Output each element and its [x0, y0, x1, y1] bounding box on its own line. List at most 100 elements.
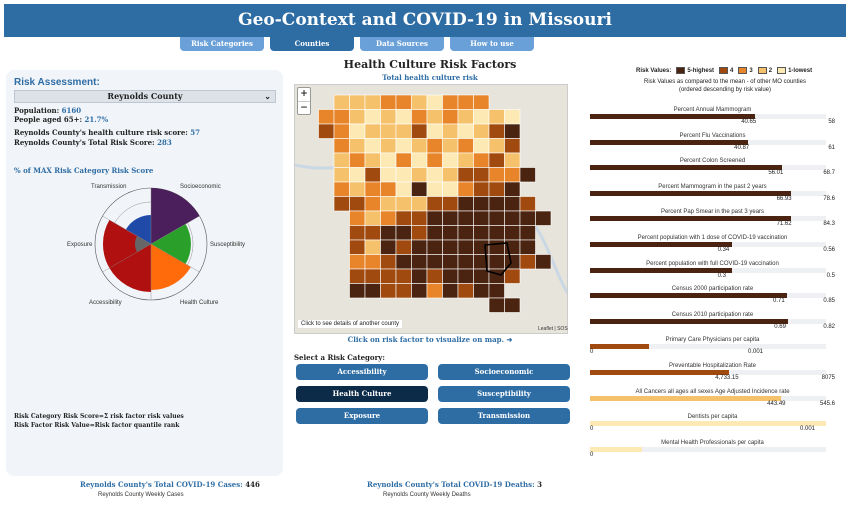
county-shape[interactable] [349, 225, 366, 241]
county-shape[interactable] [442, 268, 459, 284]
county-shape[interactable] [411, 94, 428, 110]
county-shape[interactable] [411, 210, 428, 226]
county-shape[interactable] [504, 268, 521, 284]
county-shape[interactable] [395, 225, 412, 241]
county-shape[interactable] [411, 254, 428, 270]
risk-factor-bar[interactable] [590, 395, 782, 401]
county-shape[interactable] [380, 196, 397, 212]
county-shape[interactable] [504, 123, 521, 139]
risk-factor-row[interactable]: Census 2000 participation rate 0.71 0.85 [590, 286, 835, 305]
county-shape[interactable] [504, 167, 521, 183]
county-shape[interactable] [473, 196, 490, 212]
county-shape[interactable] [473, 283, 490, 299]
tab-data-sources[interactable]: Data Sources [360, 37, 444, 51]
county-shape[interactable] [380, 109, 397, 125]
county-shape[interactable] [426, 283, 443, 299]
county-shape[interactable] [488, 225, 505, 241]
county-shape[interactable] [349, 254, 366, 270]
county-shape[interactable] [349, 167, 366, 183]
risk-factor-row[interactable]: Percent Mammogram in the past 2 years 66.… [590, 184, 835, 203]
county-shape[interactable] [411, 268, 428, 284]
county-shape[interactable] [488, 297, 505, 313]
county-shape[interactable] [411, 283, 428, 299]
county-shape[interactable] [457, 109, 474, 125]
county-shape[interactable] [488, 239, 505, 255]
risk-factor-row[interactable]: Preventable Hospitalization Rate 4,733.15… [590, 363, 835, 382]
risk-factor-bar[interactable] [590, 242, 732, 247]
county-shape[interactable] [395, 210, 412, 226]
county-shape[interactable] [411, 109, 428, 125]
risk-factor-bar[interactable] [590, 114, 756, 119]
risk-factor-bar[interactable] [590, 165, 783, 171]
county-shape[interactable] [426, 196, 443, 212]
county-shape[interactable] [349, 109, 366, 125]
county-shape[interactable] [380, 152, 397, 168]
county-shape[interactable] [349, 196, 366, 212]
risk-factor-bar[interactable] [590, 446, 642, 452]
county-shape[interactable] [473, 210, 490, 226]
county-shape[interactable] [364, 254, 381, 270]
risk-factor-row[interactable]: Percent Pap Smear in the past 3 years 71.… [590, 209, 835, 228]
county-shape[interactable] [442, 225, 459, 241]
county-shape[interactable] [473, 167, 490, 183]
county-shape[interactable] [442, 283, 459, 299]
county-shape[interactable] [395, 181, 412, 197]
risk-factor-bar[interactable] [590, 190, 791, 196]
county-shape[interactable] [349, 283, 366, 299]
risk-factor-bar[interactable] [590, 139, 749, 145]
county-shape[interactable] [395, 196, 412, 212]
county-shape[interactable] [333, 181, 350, 197]
county-shape[interactable] [364, 123, 381, 139]
county-shape[interactable] [457, 225, 474, 241]
county-shape[interactable] [519, 167, 536, 183]
county-shape[interactable] [442, 152, 459, 168]
category-exposure-button[interactable]: Exposure [296, 408, 428, 424]
county-shape[interactable] [349, 123, 366, 139]
county-shape[interactable] [426, 254, 443, 270]
county-shape[interactable] [426, 239, 443, 255]
county-shape[interactable] [333, 152, 350, 168]
county-shape[interactable] [333, 138, 350, 154]
category-health-culture-button[interactable]: Health Culture [296, 386, 428, 402]
county-shape[interactable] [473, 225, 490, 241]
choropleth-map[interactable] [294, 84, 568, 334]
county-shape[interactable] [488, 210, 505, 226]
category-susceptibility-button[interactable]: Susceptibility [438, 386, 570, 402]
county-shape[interactable] [349, 268, 366, 284]
county-shape[interactable] [426, 225, 443, 241]
county-shape[interactable] [488, 196, 505, 212]
county-shape[interactable] [411, 239, 428, 255]
tab-risk-categories[interactable]: Risk Categories [180, 37, 264, 51]
county-shape[interactable] [426, 181, 443, 197]
county-shape[interactable] [488, 138, 505, 154]
county-shape[interactable] [504, 181, 521, 197]
county-shape[interactable] [457, 210, 474, 226]
risk-factor-row[interactable]: Percent Flu Vaccinations 40.87 61 [590, 133, 835, 152]
risk-factor-bar[interactable] [590, 318, 789, 324]
county-shape[interactable] [364, 210, 381, 226]
county-shape[interactable] [488, 254, 505, 270]
county-shape[interactable] [333, 167, 350, 183]
county-shape[interactable] [333, 123, 350, 139]
county-shape[interactable] [519, 210, 536, 226]
county-shape[interactable] [349, 152, 366, 168]
missouri-counties-svg[interactable] [295, 85, 568, 334]
county-shape[interactable] [457, 138, 474, 154]
county-shape[interactable] [504, 297, 521, 313]
county-shape[interactable] [364, 167, 381, 183]
county-shape[interactable] [364, 239, 381, 255]
county-shape[interactable] [488, 181, 505, 197]
county-shape[interactable] [504, 109, 521, 125]
county-shape[interactable] [504, 210, 521, 226]
county-shape[interactable] [426, 123, 443, 139]
county-shape[interactable] [504, 239, 521, 255]
county-shape[interactable] [380, 138, 397, 154]
county-shape[interactable] [442, 196, 459, 212]
county-shape[interactable] [535, 254, 552, 270]
risk-factor-bar[interactable] [590, 216, 791, 222]
category-socioeconomic-button[interactable]: Socioeconomic [438, 364, 570, 380]
county-shape[interactable] [364, 283, 381, 299]
county-shape[interactable] [380, 268, 397, 284]
county-shape[interactable] [442, 167, 459, 183]
county-shape[interactable] [395, 152, 412, 168]
